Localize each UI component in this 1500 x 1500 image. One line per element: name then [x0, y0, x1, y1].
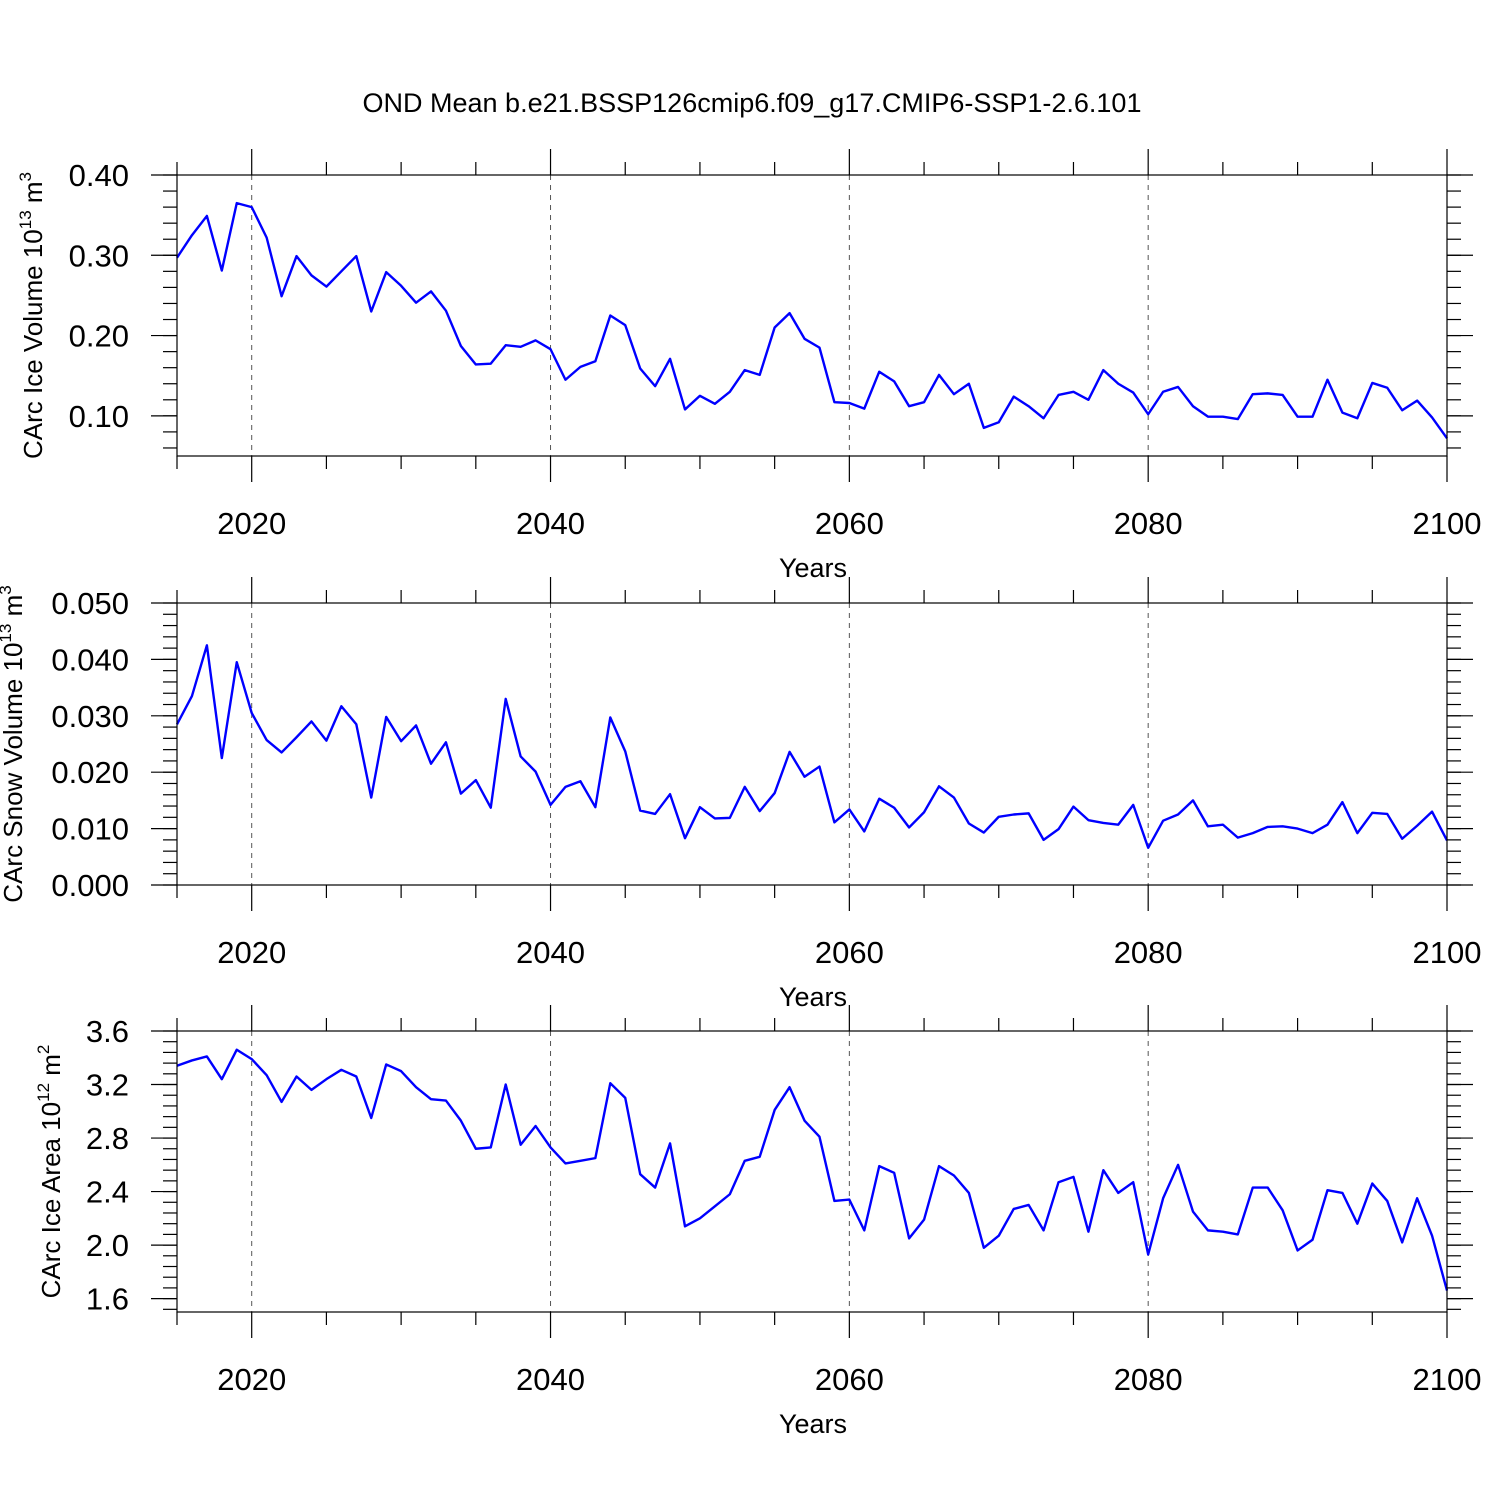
plot-frame: [176, 174, 1448, 457]
y-tick-label: 2.4: [86, 1175, 129, 1210]
series-line: [176, 1048, 1449, 1291]
panel-2: 2020 2040 2060 2080 2100 0.000 0.010 0.020 0.030…: [0, 577, 1481, 1012]
y-axis-label-exponent: 13: [0, 624, 15, 643]
plot-frame: [176, 1030, 1448, 1313]
y-tick-label: 0.20: [69, 319, 129, 354]
x-tick-label: 2060: [815, 1362, 884, 1397]
y-tick-label: 1.6: [86, 1282, 129, 1317]
y-tick-label: 0.050: [51, 586, 129, 621]
y-axis-label-unit-exponent: 3: [16, 172, 35, 181]
x-tick-label: 2040: [516, 1362, 585, 1397]
y-axis-label-exponent: 13: [16, 210, 35, 229]
x-tick-label: 2080: [1114, 506, 1183, 541]
y-axis-label-unit-exponent: 2: [34, 1045, 53, 1054]
series-line: [175, 644, 1449, 849]
x-axis-label: Years: [779, 1409, 847, 1439]
y-axis-label-unit: m: [0, 595, 28, 624]
y-tick-label: 0.000: [51, 868, 129, 903]
y-axis-label-unit-exponent: 3: [0, 585, 15, 594]
x-tick-label: 2020: [217, 1362, 286, 1397]
y-tick-label: 0.040: [51, 642, 129, 677]
x-tick-label: 2020: [217, 506, 286, 541]
x-tick-label: 2100: [1413, 935, 1482, 970]
plot-frame: [176, 602, 1448, 886]
series-line: [176, 201, 1448, 440]
y-tick-label: 3.6: [86, 1014, 129, 1049]
x-axis-label: Years: [779, 553, 847, 583]
x-axis-label: Years: [779, 982, 847, 1012]
x-tick-label: 2100: [1413, 506, 1482, 541]
panel-1: 2020 2040 2060 2080 2100 0.10 0.20 0.30 0.40 Year…: [16, 149, 1481, 583]
y-tick-label: 2.0: [86, 1228, 129, 1263]
x-tick-label: 2060: [815, 506, 884, 541]
x-tick-label: 2060: [815, 935, 884, 970]
y-tick-label: 0.020: [51, 755, 129, 790]
figure-title: OND Mean b.e21.BSSP126cmip6.f09_g17.CMIP…: [363, 88, 1142, 118]
y-tick-label: 3.2: [86, 1068, 129, 1103]
y-axis-label-text: CArc Ice Area 10: [36, 1102, 66, 1299]
y-axis-label-exponent: 12: [34, 1083, 53, 1102]
y-axis-label: CArc Snow Volume 1013 m3: [0, 585, 28, 902]
y-tick-label: 2.8: [86, 1121, 129, 1156]
y-axis-label-unit: m: [36, 1054, 66, 1083]
y-tick-label: 0.30: [69, 238, 129, 273]
y-axis-label-text: CArc Snow Volume 10: [0, 643, 28, 903]
x-tick-label: 2040: [516, 506, 585, 541]
y-tick-label: 0.010: [51, 812, 129, 847]
panel-3: 2020 2040 2060 2080 2100 1.6 2.0 2.4 2.8 3.2 3.6 Ye…: [34, 1005, 1481, 1439]
y-tick-label: 0.030: [51, 699, 129, 734]
x-tick-label: 2040: [516, 935, 585, 970]
x-tick-label: 2080: [1114, 935, 1183, 970]
y-tick-label: 0.40: [69, 158, 129, 193]
x-tick-label: 2080: [1114, 1362, 1183, 1397]
y-axis-label-text: CArc Ice Volume 10: [18, 229, 48, 459]
y-axis-label-unit: m: [18, 181, 48, 210]
panels: 2020 2040 2060 2080 2100 0.10 0.20 0.30 0.40 Year…: [0, 149, 1481, 1439]
x-tick-label: 2100: [1413, 1362, 1482, 1397]
y-axis-label: CArc Ice Area 1012 m2: [34, 1045, 66, 1299]
x-tick-label: 2020: [217, 935, 286, 970]
y-axis-label: CArc Ice Volume 1013 m3: [16, 172, 48, 459]
y-tick-label: 0.10: [69, 399, 129, 434]
